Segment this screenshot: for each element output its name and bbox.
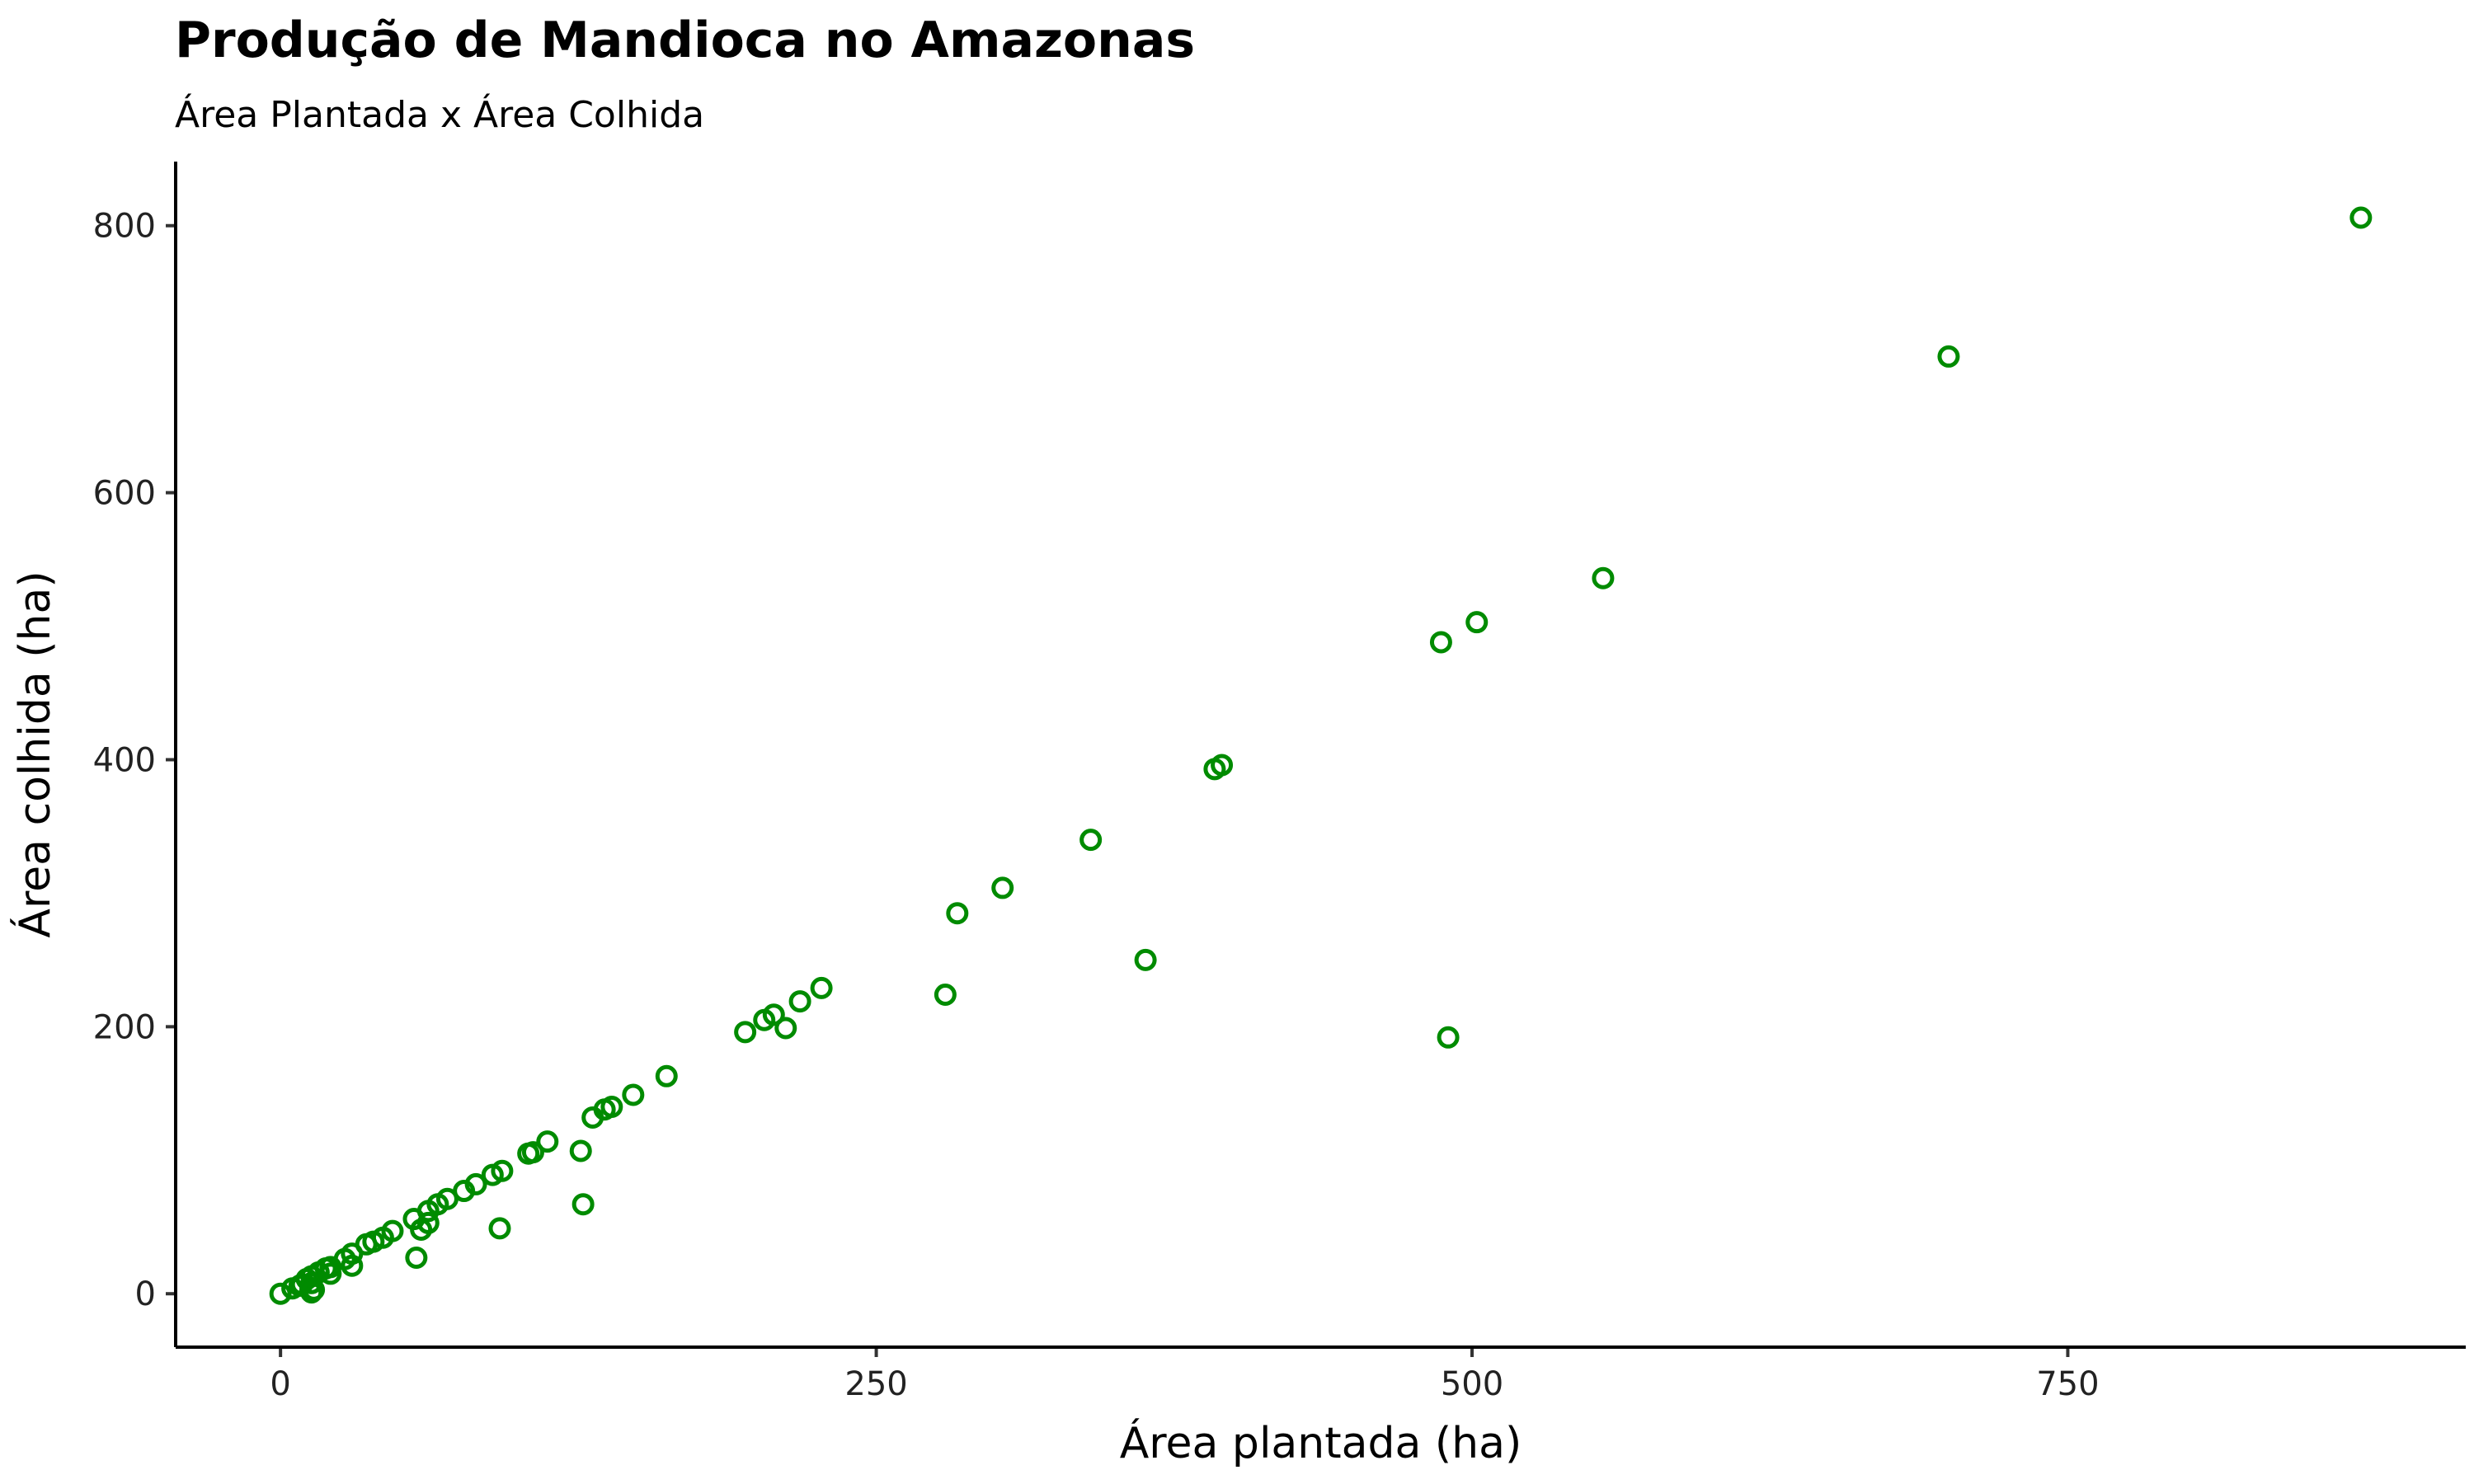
y-tick-label: 600	[93, 475, 156, 513]
data-point	[581, 1106, 604, 1129]
chart-subtitle: Área Plantada x Área Colhida	[175, 94, 705, 136]
y-tick-label: 0	[135, 1275, 156, 1313]
data-point	[946, 902, 969, 925]
data-point	[569, 1139, 592, 1162]
data-point	[1592, 566, 1615, 589]
data-point	[517, 1142, 540, 1165]
x-tick-label: 750	[2036, 1365, 2099, 1403]
data-point	[991, 876, 1014, 899]
data-point	[2349, 206, 2373, 229]
data-point	[810, 976, 833, 999]
data-point	[774, 1017, 797, 1040]
y-tick-label: 400	[93, 741, 156, 779]
x-axis-title: Área plantada (ha)	[1120, 1418, 1522, 1468]
data-point	[655, 1064, 678, 1087]
data-point	[341, 1254, 364, 1277]
x-tick-label: 0	[270, 1365, 290, 1403]
y-tick-label: 200	[93, 1008, 156, 1046]
data-point	[1429, 631, 1452, 654]
data-point	[622, 1083, 645, 1106]
data-point	[788, 990, 811, 1013]
data-point	[934, 983, 957, 1006]
data-point	[1203, 758, 1226, 781]
y-axis-ticks: 0 200 400 600 800	[93, 208, 176, 1313]
x-tick-label: 250	[844, 1365, 907, 1403]
data-point	[571, 1193, 595, 1216]
data-point	[1437, 1026, 1460, 1049]
y-tick-label: 800	[93, 208, 156, 246]
y-axis-title: Área colhida (ha)	[10, 571, 60, 937]
data-point	[1079, 829, 1103, 852]
data-point	[1134, 948, 1157, 971]
x-axis-ticks: 0 250 500 750	[270, 1347, 2100, 1403]
x-tick-label: 500	[1441, 1365, 1503, 1403]
data-point	[734, 1021, 757, 1044]
data-points	[269, 206, 2373, 1305]
data-point	[402, 1208, 426, 1231]
data-point	[536, 1130, 559, 1153]
data-point	[488, 1217, 511, 1240]
chart-title: Produção de Mandioca no Amazonas	[175, 12, 1196, 69]
data-point	[300, 1281, 323, 1304]
data-point	[269, 1282, 292, 1305]
data-point	[753, 1008, 776, 1031]
data-point	[1937, 345, 1960, 368]
data-point	[405, 1247, 428, 1270]
data-point	[1465, 611, 1489, 634]
data-point	[481, 1163, 504, 1186]
